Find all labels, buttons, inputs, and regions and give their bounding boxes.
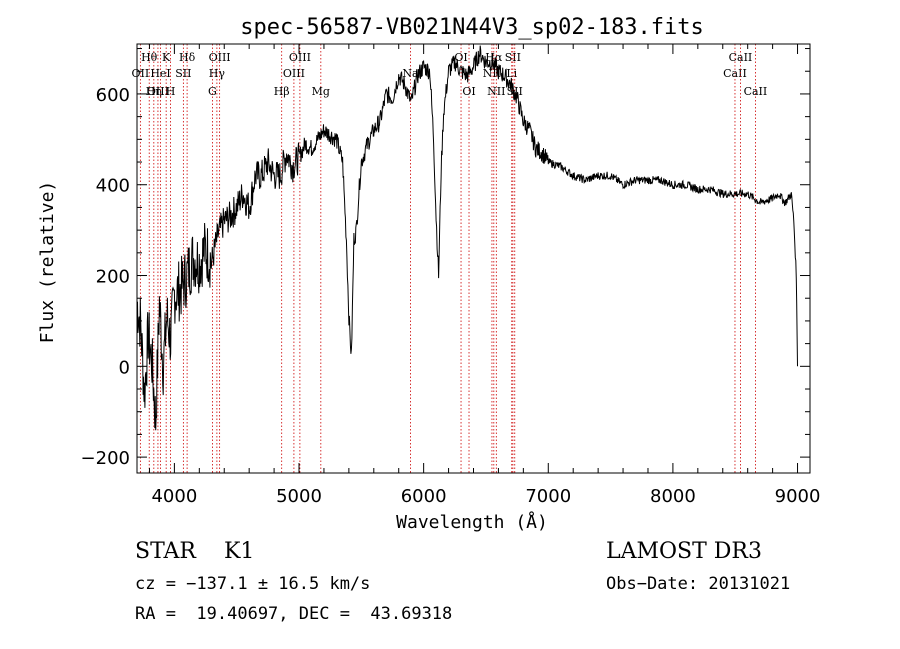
line-marker-label-25: CaII (723, 67, 747, 80)
y-tick-label--200: −200 (81, 448, 130, 469)
y-tick-label-0: 0 (119, 357, 130, 378)
y-tick-label-400: 400 (96, 176, 130, 197)
x-tick-label-8000: 8000 (650, 486, 696, 507)
line-marker-label-22: Li (506, 67, 517, 80)
survey-name: LAMOST DR3 (606, 539, 762, 564)
line-marker-label-6: H (166, 85, 176, 98)
flux-series-line (136, 45, 798, 431)
series-layer (136, 45, 798, 431)
line-marker-label-13: OIII (283, 67, 305, 80)
line-marker-label-15: Mg (312, 85, 330, 98)
line-marker-label-18: OI (462, 85, 475, 98)
line-marker-label-26: CaII (729, 51, 753, 64)
redshift-velocity: cz = −137.1 ± 16.5 km/s (135, 574, 371, 594)
object-class: STAR K1 (135, 539, 255, 564)
line-marker-label-23: SII (505, 51, 521, 64)
x-tick-label-7000: 7000 (525, 486, 571, 507)
line-marker-label-1: OII (132, 67, 150, 80)
line-marker-label-21: NII (487, 85, 505, 98)
x-tick-label-6000: 6000 (401, 486, 447, 507)
line-marker-label-5: K (162, 51, 171, 64)
line-marker-label-11: OIII (209, 51, 231, 64)
axes: 4000 5000 6000 7000 8000 9000 −200 0 200 400 600 (81, 44, 821, 507)
line-marker-label-16: Na (402, 67, 419, 80)
line-marker-label-12: Hβ (274, 85, 290, 98)
line-marker-label-0: Hθ (141, 51, 158, 64)
chart-title: spec-56587-VB021N44V3_sp02-183.fits (240, 15, 704, 40)
line-marker-label-2: Hη (146, 85, 162, 98)
line-markers: HθOIIHηOIIIHeIKHSIIHδGHγOIIIHβOIIIOIIIMg… (132, 44, 768, 473)
line-marker-label-14: OIII (289, 51, 311, 64)
line-marker-label-4: HeI (150, 67, 170, 80)
spectrum-chart: spec-56587-VB021N44V3_sp02-183.fits Hθ OI… (37, 15, 821, 533)
y-tick-label-200: 200 (96, 267, 130, 288)
y-axis-label: Flux (relative) (37, 181, 58, 344)
line-marker-label-8: Hδ (179, 51, 196, 64)
x-tick-label-4000: 4000 (151, 486, 197, 507)
observation-date: Obs−Date: 20131021 (606, 574, 791, 594)
line-marker-label-3: OIII (147, 85, 169, 98)
x-tick-label-9000: 9000 (775, 486, 821, 507)
x-axis-label: Wavelength (Å) (396, 511, 548, 533)
line-marker-label-7: SII (175, 67, 191, 80)
x-tick-label-5000: 5000 (276, 486, 322, 507)
line-marker-label-27: CaII (744, 85, 768, 98)
plot-frame (136, 43, 811, 474)
coordinates: RA = 19.40697, DEC = 43.69318 (135, 604, 453, 624)
line-marker-label-10: Hγ (209, 67, 226, 80)
y-tick-label-600: 600 (96, 85, 130, 106)
line-marker-label-17: OI (454, 51, 467, 64)
line-marker-label-9: G (208, 85, 217, 98)
